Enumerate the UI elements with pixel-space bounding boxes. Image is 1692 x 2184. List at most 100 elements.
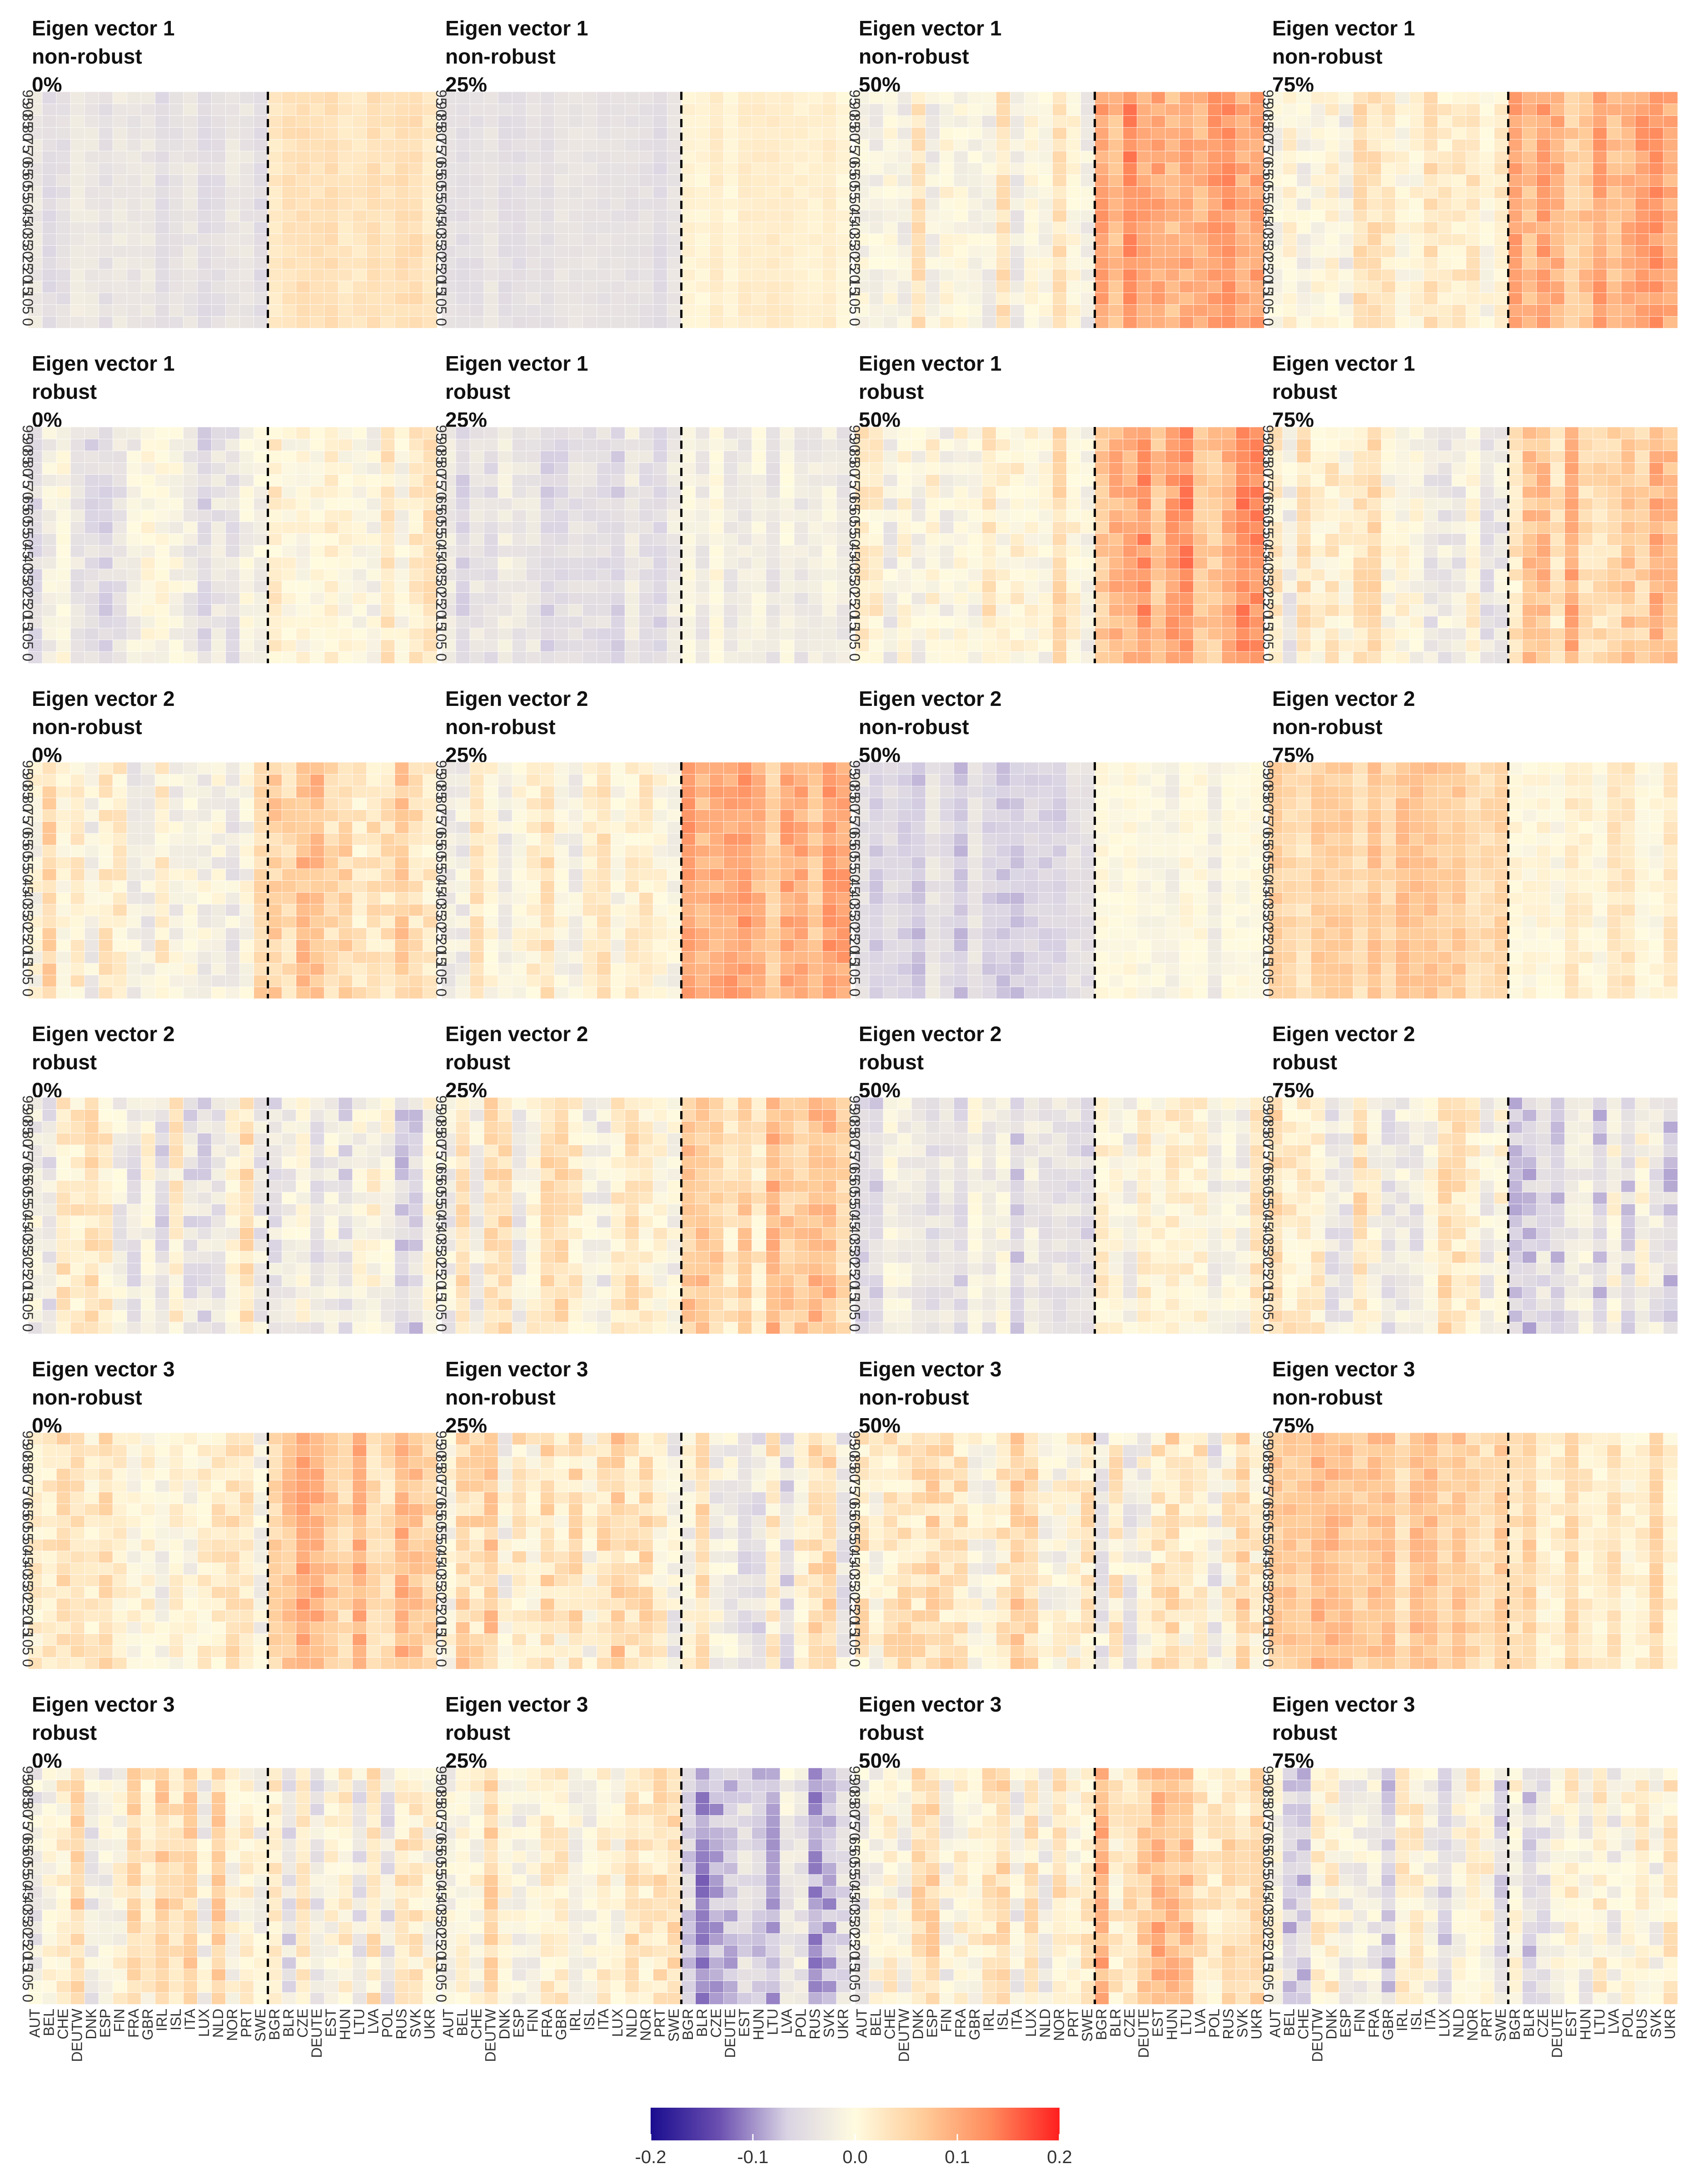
heatmap-cell	[1494, 209, 1509, 223]
heatmap-cell	[625, 280, 640, 293]
heatmap-cell	[540, 150, 555, 164]
y-tick-label: 65	[846, 160, 863, 177]
heatmap-cell	[98, 627, 114, 640]
heatmap-cell	[211, 521, 226, 534]
heatmap-cell	[625, 651, 640, 664]
heatmap-cell	[1010, 651, 1025, 664]
heatmap-cell	[56, 474, 71, 487]
heatmap-cell	[84, 462, 100, 475]
heatmap-cell	[1296, 533, 1312, 546]
heatmap-cell	[526, 533, 541, 546]
heatmap-cell	[239, 604, 254, 617]
heatmap-cell	[268, 127, 283, 140]
heatmap-cell	[709, 280, 724, 293]
heatmap-cell	[366, 186, 381, 199]
heatmap-cell	[1024, 486, 1039, 499]
heatmap-cell	[1550, 450, 1565, 463]
heatmap-cell	[766, 627, 781, 640]
heatmap-cell	[483, 139, 499, 152]
heatmap-cell	[554, 592, 569, 605]
heatmap-cell	[483, 268, 499, 282]
heatmap-cell	[1038, 486, 1053, 499]
heatmap-cell	[1010, 174, 1025, 187]
heatmap-cell	[1324, 209, 1340, 223]
heatmap-cell	[639, 427, 654, 440]
heatmap-cell	[211, 280, 226, 293]
heatmap-cell	[1536, 304, 1551, 317]
heatmap-cell	[695, 639, 710, 652]
heatmap-cell	[1466, 304, 1481, 317]
heatmap-cell	[855, 568, 870, 581]
heatmap-cell	[822, 91, 837, 104]
heatmap-cell	[911, 427, 926, 440]
heatmap-cell	[766, 604, 781, 617]
heatmap-cell	[1193, 533, 1208, 546]
heatmap-cell	[1310, 556, 1326, 570]
heatmap-cell	[1564, 497, 1579, 511]
heatmap-cell	[1024, 103, 1039, 116]
heatmap-cell	[1508, 651, 1523, 664]
heatmap-cell	[1649, 150, 1664, 164]
y-tick-label: 55	[1260, 184, 1276, 200]
heatmap-cell	[1052, 545, 1067, 558]
y-tick-label: 30	[20, 243, 36, 259]
heatmap-cell	[1395, 91, 1410, 104]
heatmap-cell	[981, 450, 997, 463]
heatmap-cell	[1494, 639, 1509, 652]
heatmap-cell	[1423, 556, 1438, 570]
heatmap-cell	[1193, 651, 1208, 664]
y-tick-label: 15	[20, 614, 36, 630]
heatmap-cell	[1339, 257, 1354, 270]
heatmap-cell	[56, 198, 71, 211]
heatmap-cell	[1663, 438, 1678, 452]
heatmap-cell	[483, 651, 499, 664]
heatmap-cell	[883, 233, 898, 246]
heatmap-cell	[1310, 139, 1326, 152]
heatmap-cell	[1550, 651, 1565, 664]
heatmap-cell	[1221, 592, 1236, 605]
heatmap-cell	[310, 592, 325, 605]
heatmap-cell	[282, 474, 297, 487]
heatmap-cell	[169, 486, 184, 499]
heatmap-cell	[925, 103, 941, 116]
heatmap-cell	[1109, 115, 1124, 128]
heatmap-cell	[254, 91, 269, 104]
heatmap-cell	[808, 127, 823, 140]
heatmap-cell	[596, 292, 612, 305]
y-tick-label: 15	[20, 278, 36, 295]
heatmap-cell	[869, 462, 884, 475]
heatmap-cell	[723, 127, 738, 140]
heatmap-cell	[1522, 486, 1537, 499]
heatmap-cell	[709, 509, 724, 522]
heatmap-cell	[1621, 462, 1636, 475]
heatmap-cell	[939, 174, 955, 187]
heatmap-cell	[723, 150, 738, 164]
heatmap-cell	[441, 245, 457, 258]
heatmap-cell	[883, 462, 898, 475]
heatmap-cell	[723, 651, 738, 664]
heatmap-cell	[1409, 651, 1424, 664]
y-tick-label: 80	[846, 125, 863, 141]
heatmap-cell	[112, 233, 128, 246]
heatmap-cell	[1296, 233, 1312, 246]
heatmap-cell	[1038, 91, 1053, 104]
heatmap-cell	[408, 316, 423, 329]
heatmap-cell	[324, 103, 339, 116]
heatmap-cell	[808, 521, 823, 534]
heatmap-cell	[568, 103, 583, 116]
heatmap-cell	[1165, 127, 1180, 140]
heatmap-cell	[1095, 139, 1110, 152]
heatmap-cell	[1522, 91, 1537, 104]
heatmap-cell	[925, 91, 941, 104]
heatmap-cell	[1010, 127, 1025, 140]
heatmap-cell	[1282, 316, 1298, 329]
heatmap-cell	[112, 427, 128, 440]
heatmap-cell	[1578, 639, 1593, 652]
heatmap-cell	[911, 150, 926, 164]
heatmap-cell	[84, 639, 100, 652]
heatmap-cell	[310, 438, 325, 452]
heatmap-cell	[1578, 139, 1593, 152]
heatmap-cell	[225, 545, 240, 558]
heatmap-cell	[554, 198, 569, 211]
